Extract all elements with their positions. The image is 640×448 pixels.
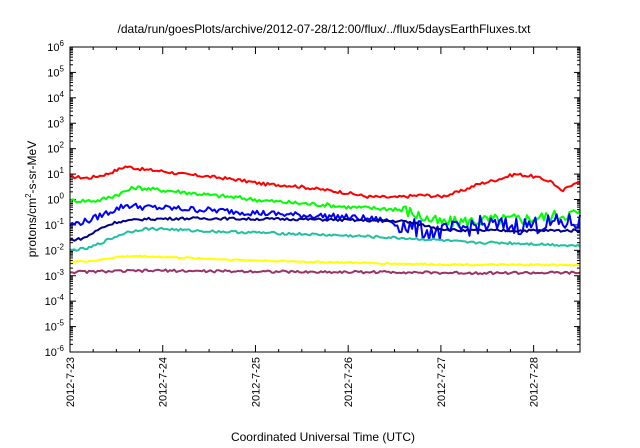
y-tick-label: 104 xyxy=(47,90,64,105)
y-axis-label: protons/cm2-s-sr-MeV xyxy=(24,141,39,257)
series-line xyxy=(69,185,581,228)
x-tick-label: 2012-7-25 xyxy=(250,357,262,407)
y-tick-label: 10-6 xyxy=(45,344,65,359)
series-line xyxy=(70,165,581,199)
series-line xyxy=(69,216,580,242)
y-tick-label: 100 xyxy=(47,192,64,207)
x-axis-label: Coordinated Universal Time (UTC) xyxy=(231,430,415,444)
y-axis-label-suffix: -s-sr-MeV xyxy=(25,141,39,194)
y-tick-label: 10-2 xyxy=(45,242,65,257)
y-tick-label: 10-5 xyxy=(45,319,65,334)
y-tick-label: 106 xyxy=(47,39,64,54)
x-tick-label: 2012-7-28 xyxy=(529,357,541,407)
y-axis-label-sup: 2 xyxy=(24,193,33,198)
series-lines xyxy=(69,165,581,276)
y-tick-label: 101 xyxy=(47,166,64,181)
y-tick-label: 10-4 xyxy=(45,293,65,308)
series-line xyxy=(69,202,581,241)
y-tick-label: 10-3 xyxy=(45,268,65,283)
y-axis-ticks: 10-6 10-5 10-4 10-3 10-2 10-1 100 101 102 103 104 1… xyxy=(45,39,580,359)
series-line xyxy=(69,226,581,252)
x-tick-label: 2012-7-26 xyxy=(343,357,355,407)
x-tick-label: 2012-7-23 xyxy=(65,357,77,407)
y-tick-label: 102 xyxy=(47,141,64,156)
x-tick-label: 2012-7-24 xyxy=(158,357,170,407)
y-axis-label-prefix: protons/cm xyxy=(25,198,39,257)
y-tick-label: 103 xyxy=(47,115,64,130)
x-tick-label: 2012-7-27 xyxy=(436,357,448,407)
series-line xyxy=(69,254,581,267)
plot-area xyxy=(69,46,581,353)
series-line xyxy=(69,268,581,276)
chart-title: /data/run/goesPlots/archive/2012-07-28/1… xyxy=(118,22,532,36)
y-tick-label: 10-1 xyxy=(45,217,65,232)
y-tick-label: 105 xyxy=(47,64,64,79)
